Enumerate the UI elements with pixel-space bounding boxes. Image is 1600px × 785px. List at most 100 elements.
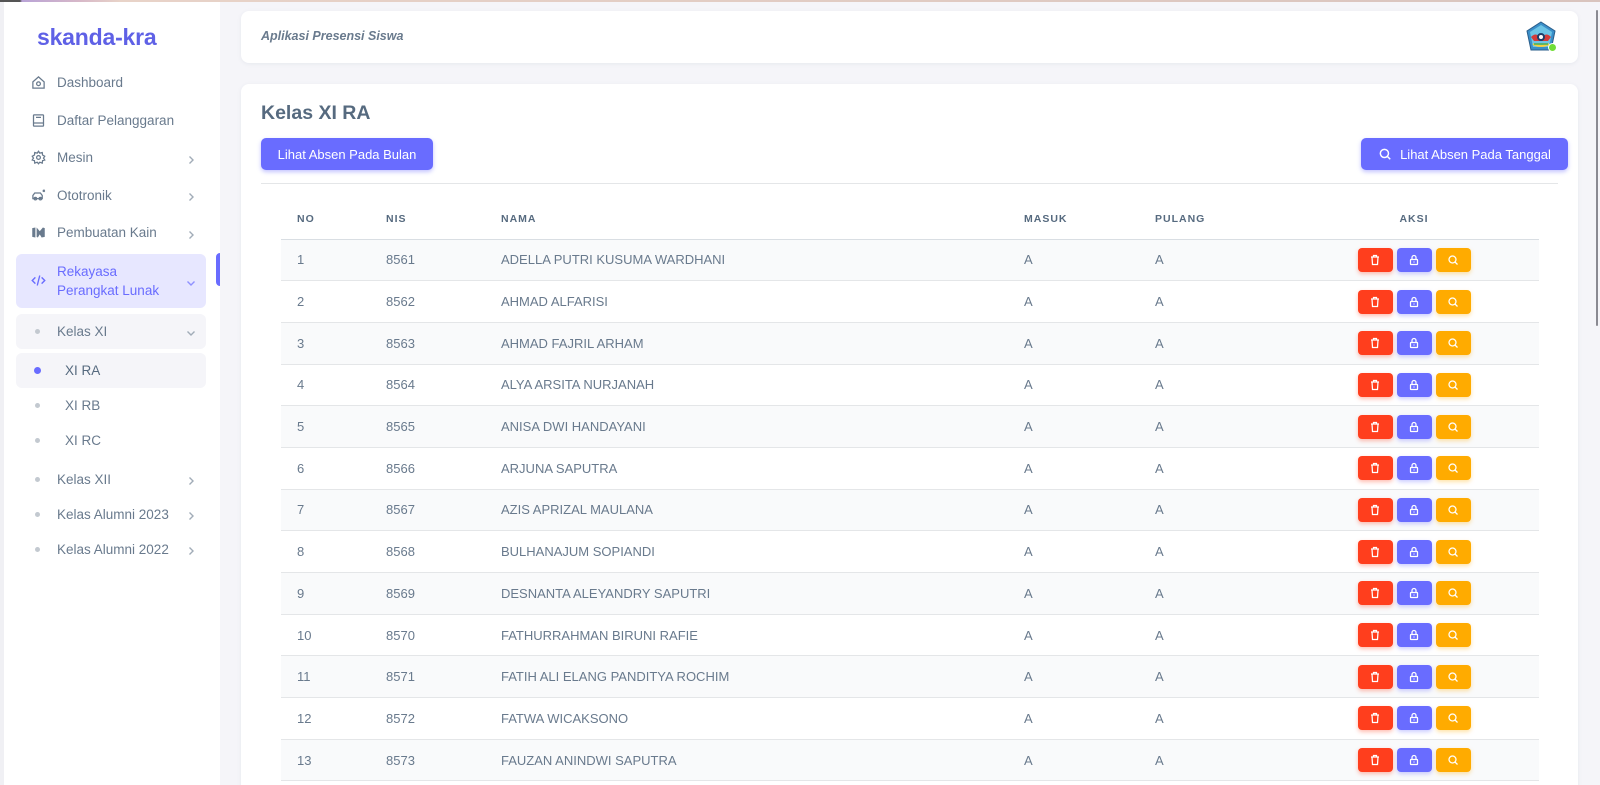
delete-button[interactable]: [1357, 706, 1393, 731]
sidebar-item-daftar-pelanggaran[interactable]: Daftar Pelanggaran: [16, 102, 206, 140]
lock-button[interactable]: [1396, 456, 1432, 481]
chevron-right-icon: [186, 474, 196, 485]
table-row: 4 8564 ALYA ARSITA NURJANAH A A: [281, 364, 1539, 407]
view-detail-button[interactable]: [1435, 623, 1471, 648]
fabric-icon: [30, 225, 46, 241]
view-detail-button[interactable]: [1435, 372, 1471, 397]
delete-button[interactable]: [1357, 748, 1393, 773]
table-body: 1 8561 ADELLA PUTRI KUSUMA WARDHANI A A …: [281, 239, 1539, 782]
lock-button[interactable]: [1396, 289, 1432, 314]
cell-pulang: A: [1139, 572, 1289, 615]
delete-button[interactable]: [1357, 497, 1393, 522]
cell-nis: 8573: [370, 739, 485, 782]
view-detail-button[interactable]: [1435, 456, 1471, 481]
sidebar-subitem-xi-rb[interactable]: XI RB: [16, 388, 206, 423]
lock-icon: [1409, 546, 1419, 557]
cell-nis: 8572: [370, 697, 485, 740]
sidebar-item-label: Ototronik: [57, 187, 112, 203]
lock-button[interactable]: [1396, 581, 1432, 606]
search-icon: [1448, 463, 1458, 474]
column-header-masuk[interactable]: MASUK: [1008, 199, 1139, 240]
delete-button[interactable]: [1357, 372, 1393, 397]
avatar[interactable]: [1524, 20, 1558, 54]
view-by-date-label: Lihat Absen Pada Tanggal: [1400, 146, 1551, 162]
column-header-nis[interactable]: NIS: [370, 199, 485, 240]
cell-aksi: [1289, 739, 1539, 782]
cell-aksi: [1289, 364, 1539, 407]
trash-icon: [1371, 504, 1379, 516]
view-detail-button[interactable]: [1435, 497, 1471, 522]
view-by-month-button[interactable]: Lihat Absen Pada Bulan: [261, 138, 433, 170]
row-actions: [1357, 456, 1471, 481]
delete-button[interactable]: [1357, 581, 1393, 606]
lock-button[interactable]: [1396, 539, 1432, 564]
cell-nama: FATHURRAHMAN BIRUNI RAFIE: [485, 614, 1008, 657]
lock-button[interactable]: [1396, 497, 1432, 522]
sidebar-item-rekayasa-perangkat-lunak[interactable]: Rekayasa Perangkat Lunak: [16, 253, 206, 308]
lock-button[interactable]: [1396, 331, 1432, 356]
view-detail-button[interactable]: [1435, 706, 1471, 731]
sidebar-item-label: Daftar Pelanggaran: [57, 112, 175, 128]
cell-nama: ARJUNA SAPUTRA: [485, 447, 1008, 490]
cell-nama: AHMAD FAJRIL ARHAM: [485, 322, 1008, 365]
trash-icon: [1371, 588, 1379, 599]
view-detail-button[interactable]: [1435, 581, 1471, 606]
column-header-nama[interactable]: NAMA: [485, 199, 1008, 240]
sidebar-item-label: Mesin: [57, 150, 94, 166]
cell-nama: AHMAD ALFARISI: [485, 280, 1008, 323]
cell-no: 2: [281, 280, 370, 323]
view-detail-button[interactable]: [1435, 539, 1471, 564]
delete-button[interactable]: [1357, 247, 1393, 272]
table-row: 8 8568 BULHANAJUM SOPIANDI A A: [281, 530, 1539, 573]
view-detail-button[interactable]: [1435, 414, 1471, 439]
sidebar-subitem-kelas-alumni-2022[interactable]: Kelas Alumni 2022: [16, 532, 206, 567]
cell-pulang: A: [1139, 530, 1289, 573]
view-detail-button[interactable]: [1435, 664, 1471, 689]
lock-button[interactable]: [1396, 414, 1432, 439]
sidebar-item-ototronik[interactable]: Ototronik: [16, 177, 206, 215]
lock-button[interactable]: [1396, 664, 1432, 689]
view-detail-button[interactable]: [1435, 289, 1471, 314]
view-detail-button[interactable]: [1435, 331, 1471, 356]
delete-button[interactable]: [1357, 539, 1393, 564]
chevron-right-icon: [186, 153, 196, 164]
sidebar-subitem-xi-rc[interactable]: XI RC: [16, 423, 206, 458]
view-by-date-button[interactable]: Lihat Absen Pada Tanggal: [1361, 138, 1568, 170]
row-actions: [1357, 539, 1471, 564]
delete-button[interactable]: [1357, 289, 1393, 314]
lock-button[interactable]: [1396, 706, 1432, 731]
lock-button[interactable]: [1396, 623, 1432, 648]
column-header-pulang[interactable]: PULANG: [1139, 199, 1289, 240]
bullet-icon: [35, 328, 40, 334]
page-title: Kelas XI RA: [261, 102, 371, 124]
delete-button[interactable]: [1357, 623, 1393, 648]
row-actions: [1357, 664, 1471, 689]
table-header-row: NO NIS NAMA MASUK PULANG AKSI: [281, 199, 1539, 240]
sidebar-item-mesin[interactable]: Mesin: [16, 139, 206, 177]
brand-logo[interactable]: skanda-kra: [37, 24, 157, 50]
view-detail-button[interactable]: [1435, 748, 1471, 773]
delete-button[interactable]: [1357, 331, 1393, 356]
sidebar-subitem-kelas-alumni-2023[interactable]: Kelas Alumni 2023: [16, 497, 206, 532]
cell-nis: 8571: [370, 655, 485, 699]
sidebar-subitem-kelas-xi[interactable]: Kelas XI: [16, 313, 206, 349]
cell-pulang: A: [1139, 280, 1289, 323]
gear-icon: [30, 150, 46, 166]
delete-button[interactable]: [1357, 456, 1393, 481]
cell-pulang: A: [1139, 322, 1289, 365]
sidebar-subitem-kelas-xii[interactable]: Kelas XII: [16, 462, 206, 497]
delete-button[interactable]: [1357, 414, 1393, 439]
lock-button[interactable]: [1396, 247, 1432, 272]
view-detail-button[interactable]: [1435, 247, 1471, 272]
column-header-aksi: AKSI: [1289, 199, 1539, 240]
lock-button[interactable]: [1396, 372, 1432, 397]
trash-icon: [1371, 629, 1379, 641]
page-scrollbar[interactable]: [1596, 10, 1598, 326]
sidebar-subitem-xi-ra[interactable]: XI RA: [16, 352, 206, 388]
sidebar-item-pembuatan-kain[interactable]: Pembuatan Kain: [16, 214, 206, 252]
column-header-no[interactable]: NO: [281, 199, 370, 240]
trash-icon: [1371, 254, 1379, 265]
delete-button[interactable]: [1357, 664, 1393, 689]
sidebar-item-dashboard[interactable]: Dashboard: [16, 64, 206, 102]
lock-button[interactable]: [1396, 748, 1432, 773]
